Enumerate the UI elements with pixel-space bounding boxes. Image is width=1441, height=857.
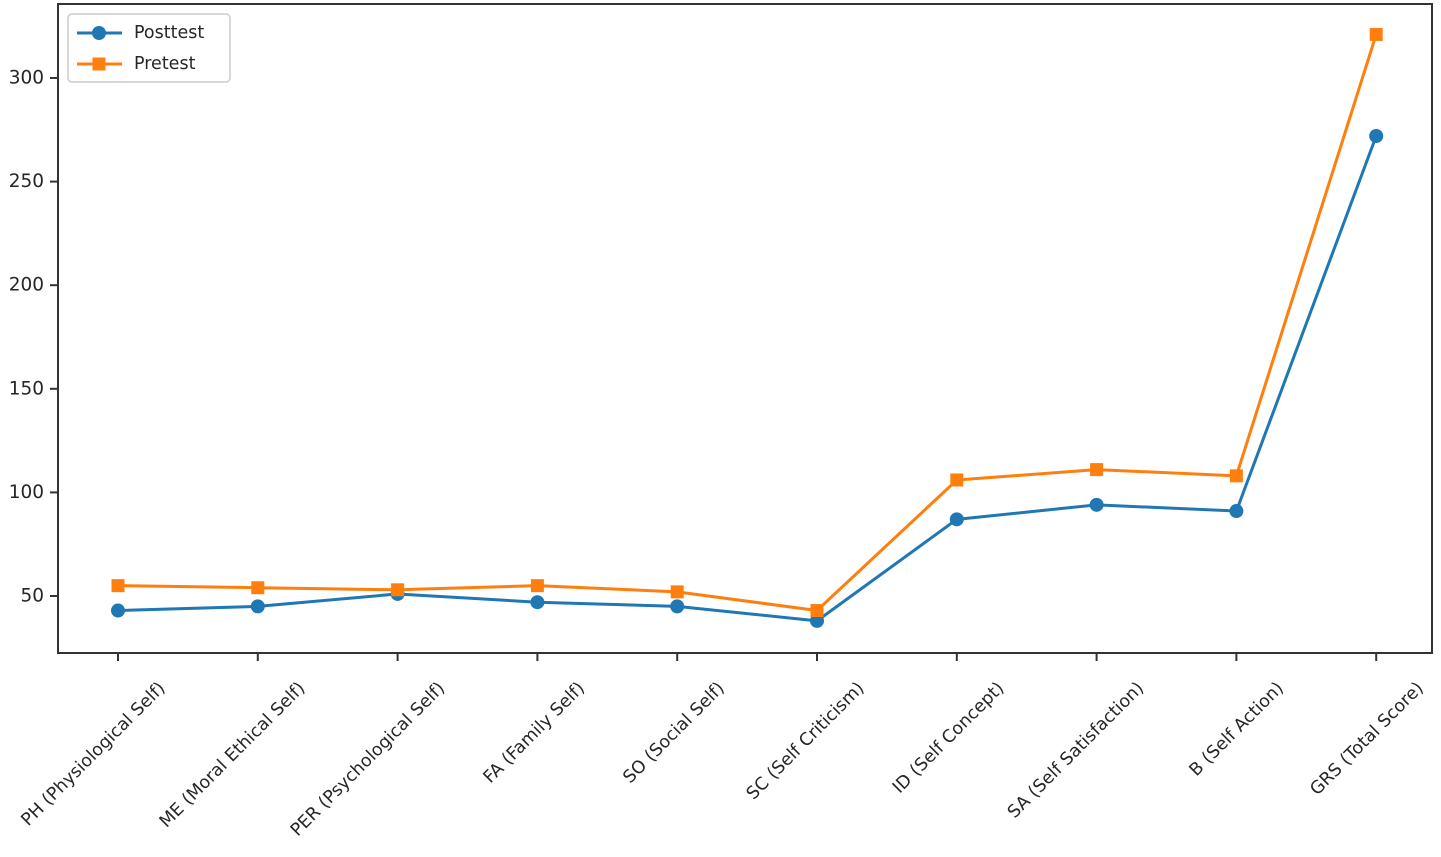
x-axis-tick-label: ID (Self Concept) — [889, 678, 1008, 797]
data-point-posttest — [250, 599, 265, 614]
data-point-pretest — [1090, 463, 1104, 477]
x-axis-tick-label: SO (Social Self) — [620, 678, 729, 787]
y-axis-tick-label: 100 — [9, 482, 44, 503]
data-point-posttest — [949, 512, 964, 527]
y-axis-tick-label: 300 — [9, 67, 44, 88]
plot-area — [57, 3, 1433, 654]
data-point-pretest — [1229, 469, 1243, 483]
data-point-pretest — [670, 585, 684, 599]
legend-marker-circle — [92, 26, 106, 40]
data-point-posttest — [1229, 504, 1244, 519]
x-axis-tick-label: SA (Self Satisfaction) — [1004, 678, 1148, 822]
data-point-posttest — [1369, 128, 1384, 143]
data-point-pretest — [950, 473, 964, 487]
y-axis-tick-label: 200 — [9, 275, 44, 296]
data-point-posttest — [530, 595, 545, 610]
x-axis-tick-label: SC (Self Criticism) — [743, 678, 869, 804]
x-axis-tick-label: GRS (Total Score) — [1306, 678, 1427, 799]
x-axis-tick-label: ME (Moral Ethical Self) — [156, 678, 309, 831]
x-axis-tick-label: PH (Physiological Self) — [18, 678, 170, 830]
legend-label-pretest: Pretest — [134, 54, 196, 74]
data-point-posttest — [1089, 497, 1104, 512]
legend-label-posttest: Posttest — [134, 23, 204, 43]
series-line-posttest — [117, 135, 1378, 623]
data-point-pretest — [1369, 27, 1383, 41]
series-line-pretest — [117, 34, 1378, 613]
y-axis-tick-label: 50 — [20, 586, 44, 607]
x-axis-tick-label: FA (Family Self) — [480, 678, 589, 787]
data-point-pretest — [391, 583, 405, 597]
y-axis-tick-label: 150 — [9, 378, 44, 399]
data-point-posttest — [111, 603, 125, 618]
data-point-posttest — [670, 599, 685, 614]
data-point-pretest — [530, 579, 544, 593]
legend-marker-square — [92, 57, 106, 71]
y-axis-tick-label: 250 — [9, 171, 44, 192]
data-point-pretest — [810, 604, 824, 618]
data-point-pretest — [111, 579, 125, 593]
data-point-posttest — [810, 613, 824, 628]
data-point-pretest — [251, 581, 265, 595]
x-axis-tick-label: PER (Psychological Self) — [287, 678, 449, 840]
x-axis-tick-label: B (Self Action) — [1186, 678, 1288, 780]
